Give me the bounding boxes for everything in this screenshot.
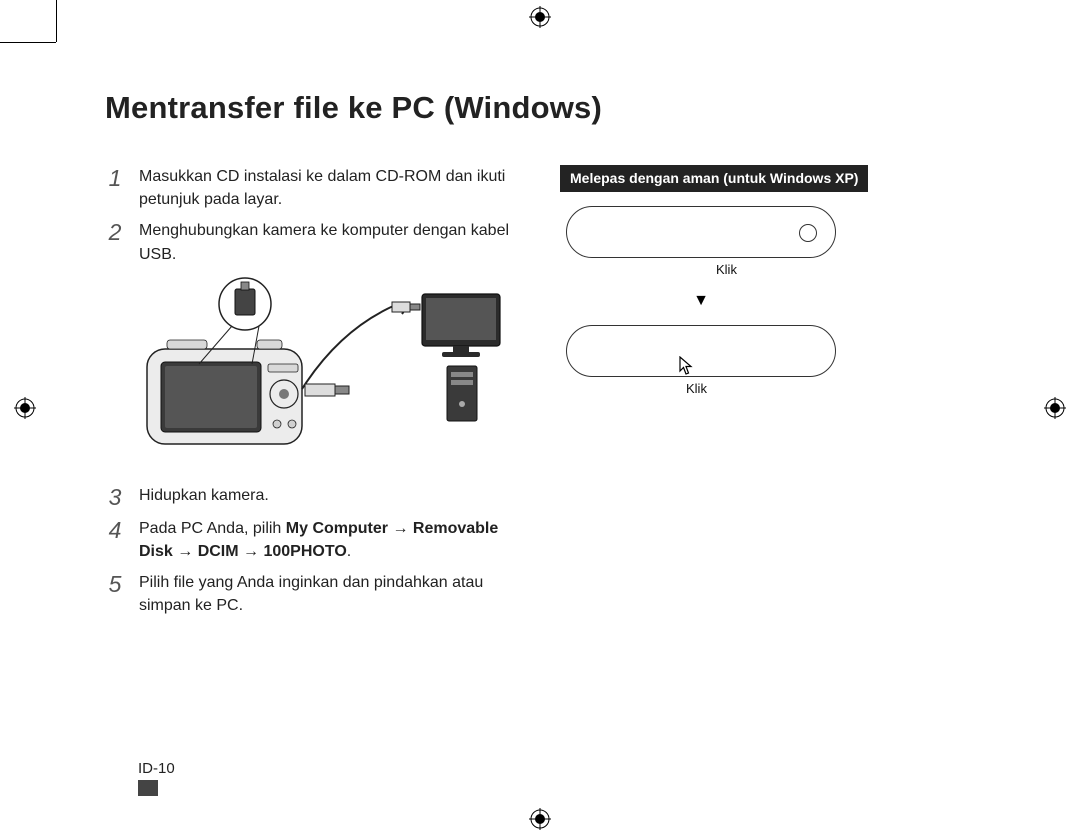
right-column: Melepas dengan aman (untuk Windows XP) K… [560, 165, 980, 396]
step-text: Menghubungkan kamera ke komputer dengan … [139, 219, 525, 265]
safely-remove-box [566, 325, 836, 377]
step-text: Pilih file yang Anda inginkan dan pindah… [139, 571, 525, 617]
callout-title: Melepas dengan aman (untuk Windows XP) [560, 165, 868, 192]
down-arrow-icon: ▼ [566, 293, 836, 309]
crop-mark [56, 0, 57, 42]
registration-mark-icon [529, 808, 551, 830]
tray-icon [799, 224, 817, 242]
step-item: 3 Hidupkan kamera. [105, 484, 525, 509]
registration-mark-icon [529, 6, 551, 28]
cursor-arrow-icon [679, 356, 695, 381]
tray-notification-box [566, 206, 836, 258]
klik-label: Klik [716, 262, 836, 277]
step-number: 1 [105, 165, 125, 211]
step-item: 1 Masukkan CD instalasi ke dalam CD-ROM … [105, 165, 525, 211]
step-text: Hidupkan kamera. [139, 484, 269, 509]
step-item: 5 Pilih file yang Anda inginkan dan pind… [105, 571, 525, 617]
step-item: 2 Menghubungkan kamera ke komputer denga… [105, 219, 525, 265]
page-number-bar [138, 780, 158, 796]
registration-mark-icon [14, 397, 36, 419]
step-number: 4 [105, 517, 125, 563]
page-title: Mentransfer file ke PC (Windows) [105, 90, 602, 126]
step-item: 4 Pada PC Anda, pilih My Computer → Remo… [105, 517, 525, 563]
crop-mark [0, 42, 56, 43]
step-text: Masukkan CD instalasi ke dalam CD-ROM da… [139, 165, 525, 211]
step-number: 3 [105, 484, 125, 509]
steps-column: 1 Masukkan CD instalasi ke dalam CD-ROM … [105, 165, 525, 626]
page-number: ID-10 [138, 760, 175, 777]
camera-to-pc-diagram [137, 274, 525, 454]
step-text: Pada PC Anda, pilih My Computer → Remova… [139, 517, 525, 563]
klik-label: Klik [686, 381, 836, 396]
registration-mark-icon [1044, 397, 1066, 419]
step-number: 2 [105, 219, 125, 265]
step-number: 5 [105, 571, 125, 617]
